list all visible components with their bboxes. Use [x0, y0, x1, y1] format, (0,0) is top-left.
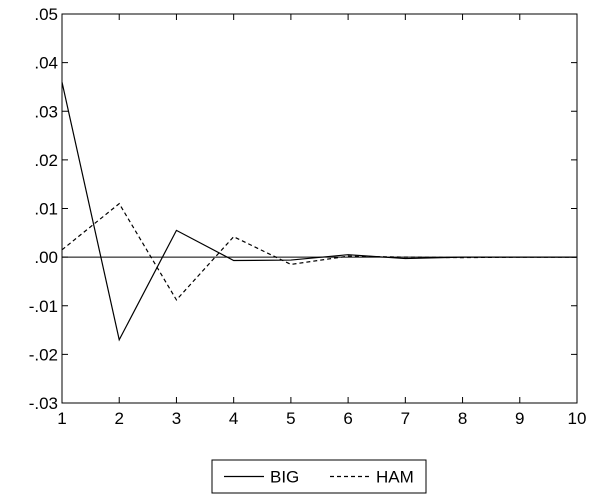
series-line-ham	[61, 202, 577, 301]
y-tick-label: .00	[34, 248, 58, 267]
y-tick-label: .02	[34, 151, 58, 170]
axes-group: .05 .04 .03 .02 .01 .00 -.01 -.02 -.031 2 3 4 5 6 7 8 9 1…	[29, 5, 587, 428]
x-tick-label: 9	[515, 409, 524, 428]
x-tick-label: 8	[458, 409, 467, 428]
legend-label-big: BIG	[270, 468, 299, 487]
legend: BIG HAM	[211, 459, 427, 494]
y-tick-label: .05	[34, 5, 58, 24]
x-tick-label: 7	[401, 409, 410, 428]
y-tick-label: -.02	[29, 345, 58, 364]
x-tick-label: 2	[114, 409, 123, 428]
x-tick-label: 4	[229, 409, 238, 428]
y-tick-label: .01	[34, 200, 58, 219]
x-tick-label: 5	[286, 409, 295, 428]
legend-label-ham: HAM	[376, 468, 414, 487]
y-tick-label: .03	[34, 102, 58, 121]
x-tick-label: 6	[343, 409, 352, 428]
plot-frame	[61, 13, 578, 404]
x-tick-label: 10	[568, 409, 587, 428]
series-line-big	[61, 81, 577, 342]
y-tick-label: .04	[34, 54, 58, 73]
x-tick-label: 1	[57, 409, 66, 428]
x-tick-label: 3	[172, 409, 181, 428]
y-tick-label: -.01	[29, 297, 58, 316]
y-tick-label: -.03	[29, 394, 58, 413]
series-group	[61, 81, 577, 342]
